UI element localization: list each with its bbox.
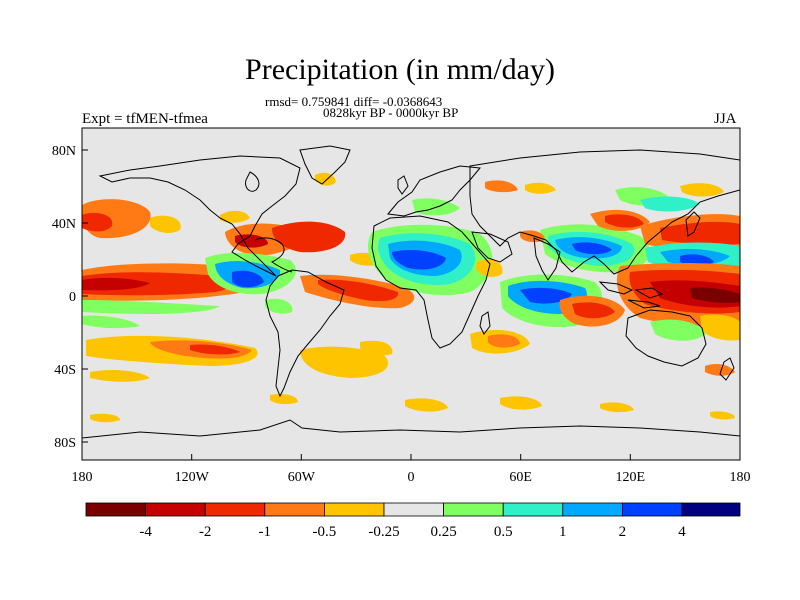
anomaly-region xyxy=(690,287,740,303)
coastline-australia xyxy=(625,309,707,367)
coastline-madagascar xyxy=(479,311,491,335)
coastline-indonesia xyxy=(598,281,664,309)
anomaly-region xyxy=(392,250,446,270)
x-tick-label: 60W xyxy=(288,470,316,485)
colorbar-label: 4 xyxy=(678,524,686,540)
colorbar-swatch xyxy=(502,502,564,517)
anomaly-region xyxy=(235,234,268,248)
coastline-asia xyxy=(469,149,740,275)
colorbar-swatch xyxy=(264,502,325,517)
anomaly-region xyxy=(680,254,714,266)
anomaly-region xyxy=(90,413,120,423)
anomaly-region xyxy=(572,302,615,319)
y-axis-labels: 80N 40N 0 40S 80S xyxy=(52,144,76,451)
anomaly-region xyxy=(270,393,298,405)
coastline-uk xyxy=(397,175,409,195)
colorbar-labels: -4 -2 -1 -0.5 -0.25 0.25 0.5 1 2 4 xyxy=(139,524,686,540)
coastline-arabia xyxy=(471,231,513,263)
x-tick-label: 120W xyxy=(175,470,210,485)
coastline-africa xyxy=(371,215,491,349)
anomaly-region xyxy=(265,298,293,314)
colorbar-swatch xyxy=(145,502,206,517)
x-tick-label: 180 xyxy=(730,470,751,485)
season-label: JJA xyxy=(714,111,737,127)
x-tick-label: 120E xyxy=(616,470,646,485)
anomaly-region xyxy=(90,370,150,382)
colorbar-label: 0.5 xyxy=(494,524,513,540)
anomaly-region xyxy=(485,180,518,193)
x-tick-label: 60E xyxy=(509,470,532,485)
x-axis xyxy=(81,454,741,460)
anomaly-region xyxy=(300,346,389,378)
anomaly-region xyxy=(650,319,706,341)
period-line: 0828kyr BP - 0000kyr BP xyxy=(323,105,459,120)
coastline-greenland xyxy=(299,145,351,185)
y-tick-label: 40S xyxy=(54,363,76,378)
anomaly-region xyxy=(700,314,740,341)
y-tick-label: 40N xyxy=(52,217,76,232)
anomaly-region xyxy=(318,279,399,302)
x-axis-labels: 180 120W 60W 0 60E 120E 180 xyxy=(72,470,751,485)
coastlines xyxy=(82,145,740,439)
colorbar-swatch xyxy=(622,502,683,517)
anomaly-region xyxy=(710,411,735,420)
anomaly-region xyxy=(525,182,556,194)
colorbar-label: -2 xyxy=(199,524,212,540)
anomaly-region xyxy=(272,221,346,253)
anomaly-region xyxy=(150,215,181,233)
y-tick-label: 80S xyxy=(54,436,76,451)
x-tick-label: 0 xyxy=(408,470,415,485)
experiment-label: Expt = tfMEN-tfmea xyxy=(82,111,208,127)
coastline-new-zealand xyxy=(719,357,735,381)
anomaly-region xyxy=(190,344,240,355)
coastline-hudson-bay xyxy=(245,171,260,192)
coastline-central-america xyxy=(254,237,293,273)
colorbar-label: -0.25 xyxy=(368,524,399,540)
colorbar-label: 2 xyxy=(619,524,627,540)
anomaly-region xyxy=(680,183,724,197)
coastline-south-america xyxy=(265,269,345,398)
colorbar-swatch xyxy=(204,502,266,517)
plot-title: Precipitation (in mm/day) xyxy=(245,53,555,86)
anomaly-region xyxy=(82,300,220,314)
colorbar-swatch xyxy=(323,502,385,517)
coastline-india xyxy=(533,237,561,281)
colorbar-swatch xyxy=(443,502,504,517)
colorbar-label: -1 xyxy=(259,524,272,540)
anomaly-region xyxy=(640,196,700,212)
anomaly-region xyxy=(220,210,250,223)
coastline-japan xyxy=(685,211,701,237)
colorbar-label: 0.25 xyxy=(430,524,456,540)
colorbar xyxy=(85,502,741,517)
colorbar-label: -0.5 xyxy=(313,524,337,540)
anomaly-region xyxy=(82,212,113,232)
anomaly-region xyxy=(232,270,264,288)
colorbar-label: 1 xyxy=(559,524,567,540)
y-tick-label: 80N xyxy=(52,144,76,159)
coastline-antarctica xyxy=(82,419,740,439)
colorbar-swatch xyxy=(383,502,444,517)
colorbar-swatch xyxy=(562,502,623,517)
y-tick-label: 0 xyxy=(69,290,76,305)
x-tick-label: 180 xyxy=(72,470,93,485)
anomaly-region xyxy=(605,214,644,228)
anomaly-region xyxy=(500,396,542,410)
stats-line: rmsd= 0.759841 diff= -0.0368643 xyxy=(265,94,443,109)
colorbar-label: -4 xyxy=(139,524,152,540)
colorbar-swatch xyxy=(681,502,741,517)
anomaly-region xyxy=(660,221,740,245)
anomaly-region xyxy=(82,277,150,291)
anomaly-region xyxy=(572,242,612,255)
anomaly-region xyxy=(405,398,448,412)
coastline-north-america xyxy=(98,155,301,277)
anomaly-region xyxy=(82,315,140,329)
colorbar-swatch xyxy=(85,502,146,517)
anomaly-region xyxy=(705,364,735,376)
anomaly-region xyxy=(600,402,634,413)
anomaly-region xyxy=(520,287,572,304)
anomaly-region xyxy=(488,334,520,348)
y-axis xyxy=(82,149,88,443)
